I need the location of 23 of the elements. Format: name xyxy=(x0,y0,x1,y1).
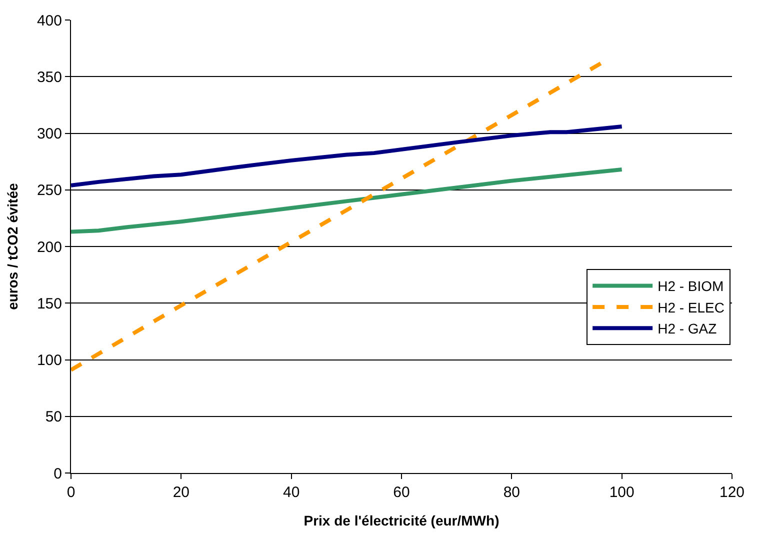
y-tick-label: 100 xyxy=(36,352,62,369)
x-tick-label: 40 xyxy=(282,484,300,501)
y-tick-label: 200 xyxy=(36,238,62,256)
legend-label: H2 - GAZ xyxy=(658,320,718,337)
x-tick-label: 120 xyxy=(719,484,745,501)
y-axis-title: euros / tCO2 évitée xyxy=(4,182,21,310)
y-tick-label: 400 xyxy=(36,12,62,30)
y-tick-label: 350 xyxy=(36,68,62,86)
y-tick-label: 250 xyxy=(36,182,62,200)
x-tick-label: 100 xyxy=(609,484,634,501)
y-tick-label: 0 xyxy=(54,465,62,482)
x-tick-label: 60 xyxy=(393,484,410,501)
legend-label: H2 - BIOM xyxy=(658,278,724,294)
x-tick-label: 80 xyxy=(503,484,520,501)
y-tick-label: 300 xyxy=(36,126,62,142)
line-series xyxy=(71,124,624,188)
y-tick-label: 150 xyxy=(36,295,62,312)
legend-label: H2 - ELEC xyxy=(658,299,724,316)
line-series xyxy=(71,167,624,234)
y-tick-label: 50 xyxy=(45,408,62,426)
x-tick-label: 20 xyxy=(172,484,190,501)
x-axis-title: Prix de l'électricité (eur/MWh) xyxy=(304,512,500,528)
x-tick-label: 0 xyxy=(66,484,76,501)
